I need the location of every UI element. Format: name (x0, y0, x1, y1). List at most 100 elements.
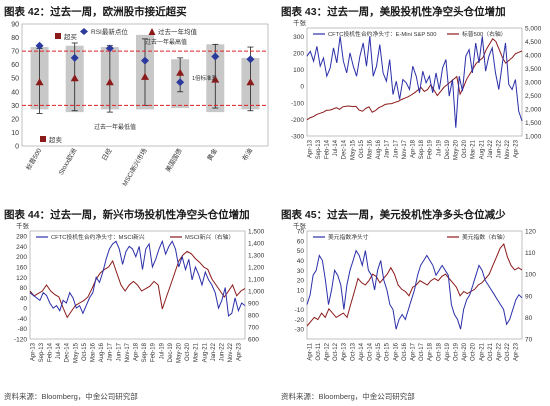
mean-marker (70, 74, 79, 82)
x-tick-label: May-15 (350, 139, 356, 160)
category-label: 美国国债 (163, 146, 184, 173)
left-axis-series (306, 249, 523, 330)
x-tick-label: Apr-23 (514, 139, 520, 158)
x-tick-label: Jun-22 (220, 342, 226, 361)
category-label: 黄金 (205, 146, 220, 162)
right-axis-series (29, 250, 246, 319)
x-tick-label: Apr-22 (497, 342, 503, 361)
x-tick-label: Mar-21 (471, 139, 477, 159)
left-unit-label: 千张 (293, 18, 307, 27)
y-left-tick: 100 (293, 67, 304, 74)
panel-dxy: 图表 45：过去一周，美元投机性净多头仓位减少 千张 -30 -20 -10 0 10 20… (277, 203, 550, 406)
y-left-tick: 0 (300, 84, 304, 91)
y-tick-label: 40 (11, 89, 19, 96)
y-left-tick: 240 (16, 244, 27, 251)
plot-frame (306, 27, 523, 137)
y-left-tick: 60 (297, 238, 305, 245)
x-tick-label: Jan-17 (108, 342, 114, 361)
y-left-tick: 160 (16, 265, 27, 272)
x-tick-label: Jan-17 (385, 139, 391, 158)
y-right-tick: 120 (525, 229, 536, 236)
rsi-marker (70, 53, 79, 62)
panel-em: 图表 44：过去一周，新兴市场投机性净空头仓位增加 千张 -120 -80 -40 0 4… (0, 203, 273, 406)
left-unit-label: 千张 (293, 221, 307, 230)
category-label: 布油 (240, 147, 254, 163)
x-tick-label: Oct-15 (359, 139, 365, 158)
legend-label-2: MSCI新兴（右轴） (185, 233, 234, 241)
mean-marker (246, 78, 255, 86)
chart-42: 0 10 20 30 40 50 60 70 80 90 标普500 Stoxx欧洲 日经 MSCI新兴市… (11, 22, 269, 188)
y-tick-label: 30 (11, 103, 19, 110)
chart-44-title: 图表 44：过去一周，新兴市场投机性净空头仓位增加 (4, 209, 250, 221)
x-tick-label: Apr-18 (428, 342, 434, 361)
y-right-tick: 3,000 (525, 80, 542, 87)
category-label: 标普500 (24, 146, 44, 171)
y-right-tick: 100 (525, 272, 536, 279)
x-tick-label: Apr-13 (307, 139, 313, 158)
y-left-tick: -30 (295, 327, 305, 334)
x-tick-label: Jun-17 (393, 139, 399, 158)
x-tick-label: Nov-22 (228, 342, 234, 362)
y-right-tick: 1,300 (248, 253, 265, 260)
x-tick-label: Oct-15 (385, 342, 391, 361)
y-right-tick: 2,000 (525, 107, 542, 114)
x-tick-label: Jul-14 (333, 139, 339, 156)
y-right-tick: 600 (248, 337, 259, 344)
x-tick-label: Oct-12 (333, 342, 339, 361)
x-tick-label: Sep-13 (39, 342, 45, 362)
right-axis-series (306, 38, 523, 121)
mean-marker (35, 78, 44, 86)
y-left-tick: -10 (295, 307, 305, 314)
y-tick-label: 80 (11, 35, 19, 42)
y-left-tick: -200 (291, 117, 304, 124)
x-tick-label: Oct-18 (436, 342, 442, 361)
x-tick-label: Apr-23 (514, 342, 520, 361)
y-right-tick: 5,000 (525, 26, 542, 33)
mean-marker (141, 72, 149, 80)
y-left-tick: -300 (291, 134, 304, 141)
y-left-tick: -120 (14, 337, 27, 344)
legend-label-2: 美元指数（右轴） (462, 233, 508, 241)
y-left-tick: 40 (20, 295, 28, 302)
x-tick-label: Apr-15 (376, 342, 382, 361)
y-right-tick: 110 (525, 250, 536, 257)
left-axis-series (29, 239, 246, 317)
x-tick-label: Oct-16 (402, 342, 408, 361)
x-tick-label: Apr-18 (134, 342, 140, 361)
x-tick-label: Oct-17 (419, 342, 425, 361)
rsi-marker (246, 55, 255, 64)
sd-label: 1倍标准差 (192, 74, 218, 82)
x-tick-label: Dec-19 (445, 139, 451, 159)
y-right-tick: 1,000 (525, 134, 542, 141)
y-left-tick: -100 (291, 100, 304, 107)
chart-43: 千张 -300 -200 -100 0 100 200 300 1,000 1,500 2,000 2… (291, 18, 542, 160)
chart-45-title: 图表 45：过去一周，美元投机性净多头仓位减少 (281, 209, 506, 221)
x-tick-label: Mar-21 (194, 342, 200, 362)
y-right-tick: 1,500 (248, 229, 265, 236)
x-tick-label: Nov-17 (402, 139, 408, 159)
legend-mean-marker (148, 28, 156, 35)
legend-label-1: CFTC投机性合约净头寸：MSCI新兴 (51, 233, 145, 241)
x-tick-label: May-20 (454, 139, 460, 160)
rsi-marker (211, 52, 220, 61)
chart-45: 千张 -30 -20 -10 0 10 20 30 40 50 60 70 70 80 90 100 110 12… (293, 221, 536, 361)
x-tick-label: Apr-17 (411, 342, 417, 361)
y-right-tick: 1,100 (248, 277, 265, 284)
y-left-tick: 30 (297, 268, 305, 275)
x-tick-label: Apr-20 (462, 342, 468, 361)
x-tick-label: Feb-19 (428, 139, 434, 159)
x-tick-label: Apr-16 (393, 342, 399, 361)
x-tick-label: Sep-18 (142, 342, 148, 362)
x-tick-label: Apr-11 (307, 342, 313, 360)
y-right-tick: 4,500 (525, 39, 542, 46)
x-tick-label: Apr-21 (479, 342, 485, 361)
y-right-tick: 800 (248, 313, 259, 320)
y-right-tick: 700 (248, 325, 259, 332)
y-tick-label: 60 (11, 62, 19, 69)
y-tick-label: 70 (11, 49, 19, 56)
legend-rsi-label: RSI最新点位 (91, 27, 128, 36)
overbought-arrow (55, 33, 61, 39)
y-right-tick: 1,200 (248, 265, 265, 272)
x-tick-label: Dec-14 (342, 139, 348, 159)
y-left-tick: 0 (23, 306, 27, 313)
